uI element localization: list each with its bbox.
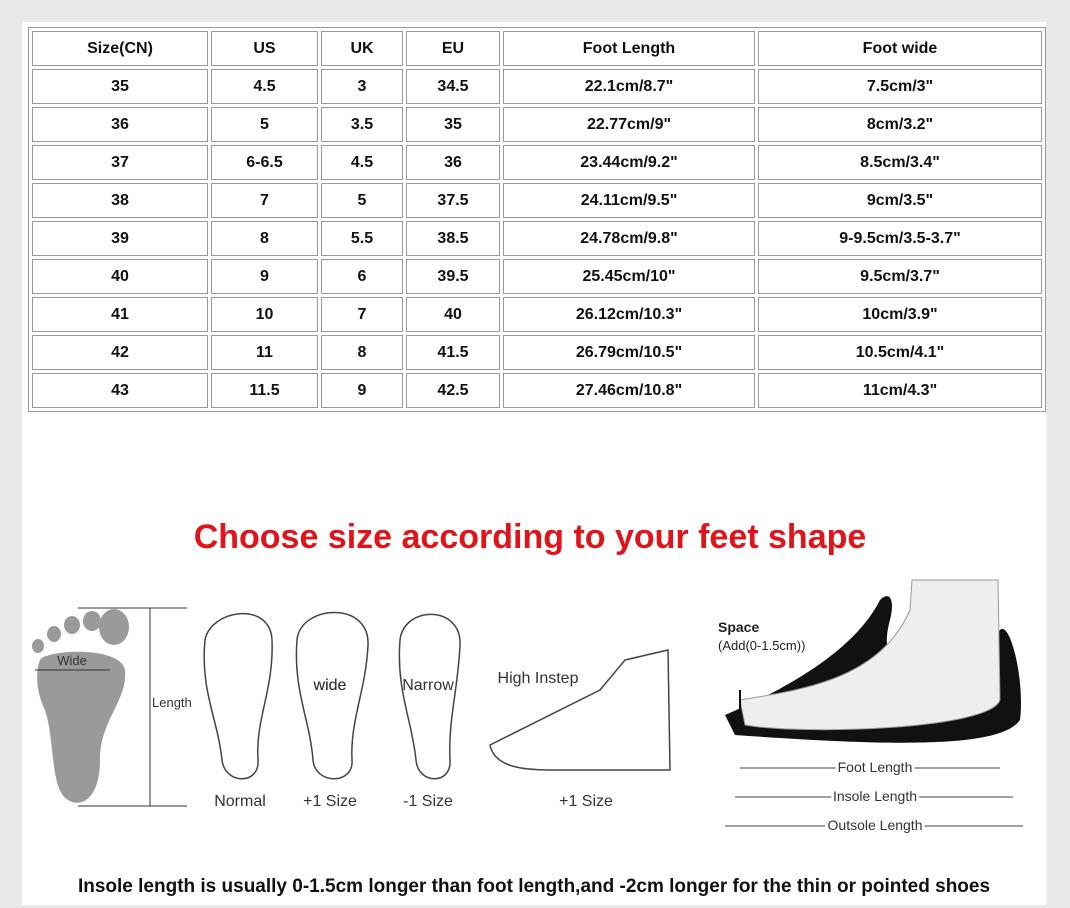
panel: Size(CN) US UK EU Foot Length Foot wide 35 4.5 3… bbox=[22, 22, 1046, 905]
cell: 37 bbox=[32, 145, 208, 180]
cell: 5 bbox=[321, 183, 403, 218]
cell: 41 bbox=[32, 297, 208, 332]
cell: 9 bbox=[321, 373, 403, 408]
cell: 4.5 bbox=[321, 145, 403, 180]
cell: 11.5 bbox=[211, 373, 318, 408]
wide-label: Wide bbox=[57, 653, 87, 668]
footer-note: Insole length is usually 0-1.5cm longer … bbox=[78, 876, 990, 897]
cell: 7 bbox=[321, 297, 403, 332]
measure-lines bbox=[725, 767, 1023, 827]
cell: 43 bbox=[32, 373, 208, 408]
foot-inner-label: wide bbox=[313, 677, 347, 694]
cell: 34.5 bbox=[406, 69, 500, 104]
foot-outlines bbox=[203, 611, 671, 780]
space-note: (Add(0-1.5cm)) bbox=[718, 638, 805, 653]
cell: 3.5 bbox=[321, 107, 403, 142]
heading: Choose size according to your feet shape bbox=[194, 518, 867, 556]
insole-length-label: Insole Length bbox=[833, 788, 917, 804]
cell: 42.5 bbox=[406, 373, 500, 408]
table-row: 38 7 5 37.5 24.11cm/9.5" 9cm/3.5" bbox=[32, 183, 1042, 218]
table-row: 42 11 8 41.5 26.79cm/10.5" 10.5cm/4.1" bbox=[32, 335, 1042, 370]
cell: 25.45cm/10" bbox=[503, 259, 755, 294]
cell: 40 bbox=[32, 259, 208, 294]
cell: 41.5 bbox=[406, 335, 500, 370]
cell: 9cm/3.5" bbox=[758, 183, 1042, 218]
cell: 40 bbox=[406, 297, 500, 332]
foot-caption: -1 Size bbox=[403, 793, 453, 810]
table-row: 41 10 7 40 26.12cm/10.3" 10cm/3.9" bbox=[32, 297, 1042, 332]
space-label: Space bbox=[718, 619, 759, 635]
foot-caption: +1 Size bbox=[303, 793, 357, 810]
cell: 24.11cm/9.5" bbox=[503, 183, 755, 218]
cell: 35 bbox=[32, 69, 208, 104]
cell: 26.12cm/10.3" bbox=[503, 297, 755, 332]
cell: 8cm/3.2" bbox=[758, 107, 1042, 142]
foot-caption: +1 Size bbox=[559, 793, 613, 810]
cell: Foot wide bbox=[758, 31, 1042, 66]
cell: 3 bbox=[321, 69, 403, 104]
cell: 22.77cm/9" bbox=[503, 107, 755, 142]
cell: 10 bbox=[211, 297, 318, 332]
cell: 8 bbox=[211, 221, 318, 256]
cell: 36 bbox=[32, 107, 208, 142]
cell: 42 bbox=[32, 335, 208, 370]
cell: 11 bbox=[211, 335, 318, 370]
cell: 10cm/3.9" bbox=[758, 297, 1042, 332]
table-row: 36 5 3.5 35 22.77cm/9" 8cm/3.2" bbox=[32, 107, 1042, 142]
cell: 26.79cm/10.5" bbox=[503, 335, 755, 370]
shoe bbox=[725, 579, 1021, 743]
cell: 5 bbox=[211, 107, 318, 142]
cell: 27.46cm/10.8" bbox=[503, 373, 755, 408]
cell: 35 bbox=[406, 107, 500, 142]
table-row: 35 4.5 3 34.5 22.1cm/8.7" 7.5cm/3" bbox=[32, 69, 1042, 104]
foot-inner-label: High Instep bbox=[498, 670, 579, 687]
table-row: 40 9 6 39.5 25.45cm/10" 9.5cm/3.7" bbox=[32, 259, 1042, 294]
table-row: 39 8 5.5 38.5 24.78cm/9.8" 9-9.5cm/3.5-3.7" bbox=[32, 221, 1042, 256]
cell: UK bbox=[321, 31, 403, 66]
cell: Size(CN) bbox=[32, 31, 208, 66]
table-row: 43 11.5 9 42.5 27.46cm/10.8" 11cm/4.3" bbox=[32, 373, 1042, 408]
cell: 5.5 bbox=[321, 221, 403, 256]
cell: 8 bbox=[321, 335, 403, 370]
cell: 9-9.5cm/3.5-3.7" bbox=[758, 221, 1042, 256]
cell: 4.5 bbox=[211, 69, 318, 104]
cell: 8.5cm/3.4" bbox=[758, 145, 1042, 180]
cell: 6-6.5 bbox=[211, 145, 318, 180]
cell: 36 bbox=[406, 145, 500, 180]
cell: 22.1cm/8.7" bbox=[503, 69, 755, 104]
cell: US bbox=[211, 31, 318, 66]
cell: EU bbox=[406, 31, 500, 66]
cell: 39 bbox=[32, 221, 208, 256]
cell: 9.5cm/3.7" bbox=[758, 259, 1042, 294]
foot-inner-label: wide bbox=[313, 677, 347, 694]
cell: 39.5 bbox=[406, 259, 500, 294]
cell: 24.78cm/9.8" bbox=[503, 221, 755, 256]
length-label: Length bbox=[152, 695, 192, 710]
foot-length-label: Foot Length bbox=[838, 759, 913, 775]
cell: 10.5cm/4.1" bbox=[758, 335, 1042, 370]
outsole-length-label: Outsole Length bbox=[828, 817, 923, 833]
cell: 38.5 bbox=[406, 221, 500, 256]
cell: 11cm/4.3" bbox=[758, 373, 1042, 408]
cell: 37.5 bbox=[406, 183, 500, 218]
header-row: Size(CN) US UK EU Foot Length Foot wide bbox=[32, 31, 1042, 66]
cell: 7 bbox=[211, 183, 318, 218]
table-row: 37 6-6.5 4.5 36 23.44cm/9.2" 8.5cm/3.4" bbox=[32, 145, 1042, 180]
cell: 9 bbox=[211, 259, 318, 294]
cell: 23.44cm/9.2" bbox=[503, 145, 755, 180]
cell: Foot Length bbox=[503, 31, 755, 66]
size-table: Size(CN) US UK EU Foot Length Foot wide 35 4.5 3… bbox=[28, 27, 1046, 412]
cell: 6 bbox=[321, 259, 403, 294]
cell: 38 bbox=[32, 183, 208, 218]
cell: 7.5cm/3" bbox=[758, 69, 1042, 104]
foot-silhouette bbox=[32, 609, 129, 803]
foot-caption: Normal bbox=[214, 793, 266, 810]
foot-inner-label: Narrow bbox=[402, 677, 454, 694]
